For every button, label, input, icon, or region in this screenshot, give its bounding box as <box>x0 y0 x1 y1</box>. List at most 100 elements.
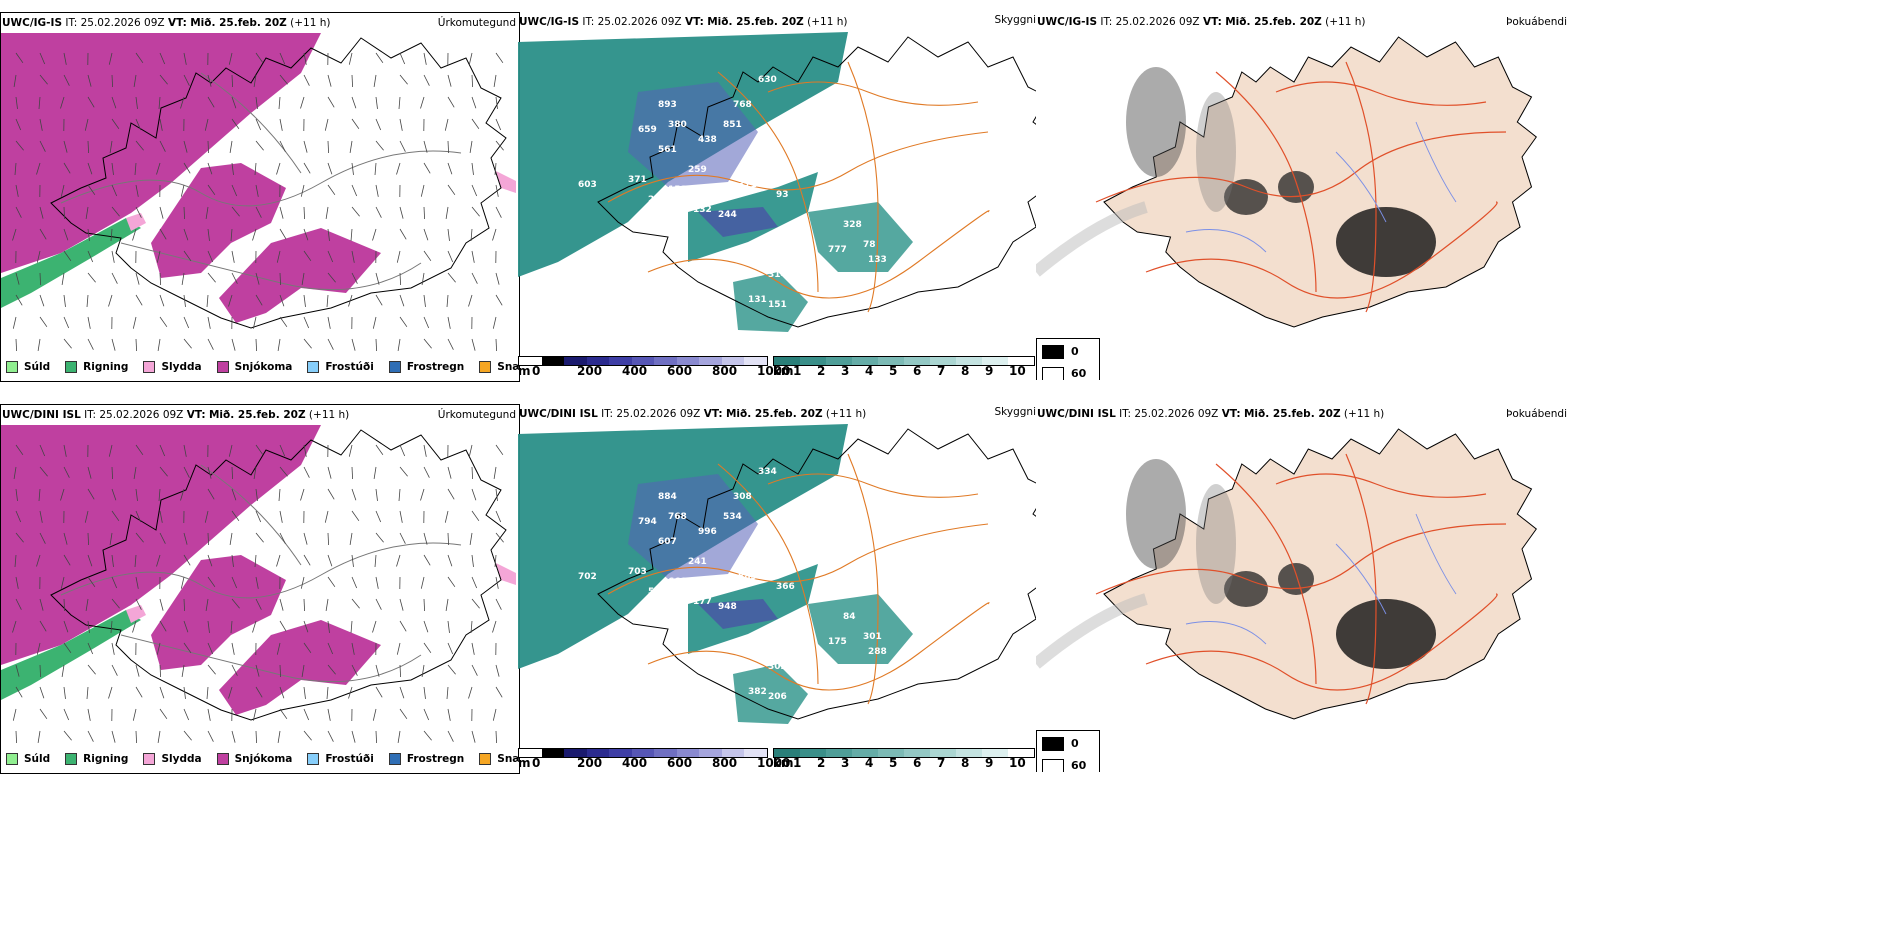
legend-label: Snæhagl <box>497 361 519 373</box>
visibility-panel: UWC/DINI ISL IT: 25.02.2026 09Z VT: Mið.… <box>518 404 1036 772</box>
peak-label: 158 <box>668 185 687 195</box>
legend-item: Slydda <box>143 361 202 373</box>
ceiling-tick: 400 <box>622 364 648 378</box>
legend-item: Frostregn <box>388 753 465 765</box>
legend-item: Frostregn <box>388 361 464 373</box>
fog-legend: 0 60 <box>1036 338 1100 380</box>
peak-label: 241 <box>688 557 707 567</box>
visibility-tick: 5 <box>889 756 898 770</box>
panel-name: Þokuábendi <box>1506 16 1567 28</box>
peak-label: 302 <box>768 662 787 672</box>
peak-label: 561 <box>648 587 667 597</box>
visibility-tick: 7 <box>937 756 946 770</box>
peak-label: 777 <box>828 245 847 255</box>
legend-swatch <box>388 361 401 373</box>
legend-label: Frostregn <box>406 753 465 765</box>
peak-label: 768 <box>733 100 752 110</box>
visibility-tick: 9 <box>985 364 994 378</box>
peak-label: 308 <box>733 492 752 502</box>
legend-label: Slydda <box>161 753 202 765</box>
peak-label: 244 <box>718 210 737 220</box>
fog-legend: 0 60 <box>1036 730 1100 772</box>
panel-name: Úrkomutegund <box>437 409 516 421</box>
peak-label: 93 <box>776 190 789 200</box>
legend-item: Snæhagl <box>479 753 519 765</box>
peak-label: 151 <box>768 300 787 310</box>
legend-item: Snjókoma <box>216 753 293 765</box>
panel-title: UWC/IG-IS IT: 25.02.2026 09Z VT: Mið. 25… <box>2 17 331 29</box>
legend-item: Rigning <box>65 361 128 373</box>
precip-map <box>1 425 516 744</box>
panel-title: UWC/DINI ISL IT: 25.02.2026 09Z VT: Mið.… <box>519 408 867 420</box>
peak-label: 259 <box>688 165 707 175</box>
legend-swatch <box>307 753 320 765</box>
legend-swatch <box>143 361 156 373</box>
peak-label: 328 <box>843 220 862 230</box>
fog-panel: UWC/DINI ISL IT: 25.02.2026 09Z VT: Mið.… <box>1036 404 1900 772</box>
legend-swatch <box>65 753 78 765</box>
ceiling-tick: 0 <box>532 756 541 770</box>
peak-label: 177 <box>693 597 712 607</box>
legend-swatch <box>388 753 401 765</box>
peak-label: 288 <box>868 647 887 657</box>
panel-title: UWC/DINI ISL IT: 25.02.2026 09Z VT: Mið.… <box>1037 408 1385 420</box>
peak-label: 132 <box>693 205 712 215</box>
legend-label: Slydda <box>161 361 202 373</box>
peak-label: 314 <box>768 270 787 280</box>
peak-label: 241 <box>838 582 857 592</box>
visibility-tick: 4 <box>865 756 874 770</box>
ceiling-tick: 0 <box>532 364 541 378</box>
precip-legend: Súld Rigning Slydda Snjókoma Frostúði Frostre… <box>6 753 519 765</box>
visibility-tick: 10 <box>1009 364 1026 378</box>
peak-label: 206 <box>768 692 787 702</box>
panel-name: Þokuábendi <box>1506 408 1567 420</box>
panel-title: UWC/IG-IS IT: 25.02.2026 09Z VT: Mið. 25… <box>519 16 848 28</box>
visibility-tick: 9 <box>985 756 994 770</box>
legend-label: Snjókoma <box>234 753 293 765</box>
ceiling-tick: 1000 <box>757 364 791 378</box>
legend-swatch <box>216 361 229 373</box>
legend-item: Slydda <box>143 753 202 765</box>
visibility-tick: 6 <box>913 756 922 770</box>
legend-swatch <box>216 753 229 765</box>
legend-label: Snjókoma <box>234 361 293 373</box>
peak-label: 996 <box>698 527 717 537</box>
peak-label: 382 <box>748 687 767 697</box>
ceiling-tick: 200 <box>577 756 603 770</box>
peak-label: 893 <box>658 100 677 110</box>
legend-swatch <box>479 361 492 373</box>
legend-swatch <box>6 361 18 373</box>
visibility-tick: 2 <box>817 364 826 378</box>
legend-item: Frostúði <box>307 753 374 765</box>
fog-map <box>1036 428 1537 720</box>
ceiling-tick: 800 <box>712 756 738 770</box>
peak-label: 203 <box>648 195 667 205</box>
fog-panel: UWC/IG-IS IT: 25.02.2026 09Z VT: Mið. 25… <box>1036 12 1900 380</box>
peak-label: 438 <box>698 135 717 145</box>
legend-swatch <box>479 753 492 765</box>
legend-item: Snjókoma <box>216 361 293 373</box>
precip-type-panel: UWC/IG-IS IT: 25.02.2026 09Z VT: Mið. 25… <box>0 12 520 382</box>
peak-label: 768 <box>668 512 687 522</box>
panel-name: Úrkomutegund <box>437 17 516 29</box>
legend-item: Rigning <box>65 753 128 765</box>
visibility-tick: 10 <box>1009 756 1026 770</box>
visibility-tick: 8 <box>961 364 970 378</box>
peak-label: 660 <box>668 577 687 587</box>
peak-label: 133 <box>868 255 887 265</box>
peak-label: 245 <box>838 190 857 200</box>
peak-label: 603 <box>578 180 597 190</box>
ceiling-tick: 200 <box>577 364 603 378</box>
legend-label: Súld <box>24 753 51 765</box>
fog-map <box>1036 36 1537 328</box>
legend-label: Súld <box>24 361 51 373</box>
peak-label: 301 <box>863 632 882 642</box>
peak-label: 885 <box>738 572 757 582</box>
visibility-tick: 2 <box>817 756 826 770</box>
peak-label: 794 <box>638 517 657 527</box>
visibility-tick: 8 <box>961 756 970 770</box>
legend-label: Rigning <box>83 361 129 373</box>
legend-item: Snæhagl <box>479 361 519 373</box>
legend-item: Súld <box>6 753 50 765</box>
peak-label: 175 <box>828 637 847 647</box>
